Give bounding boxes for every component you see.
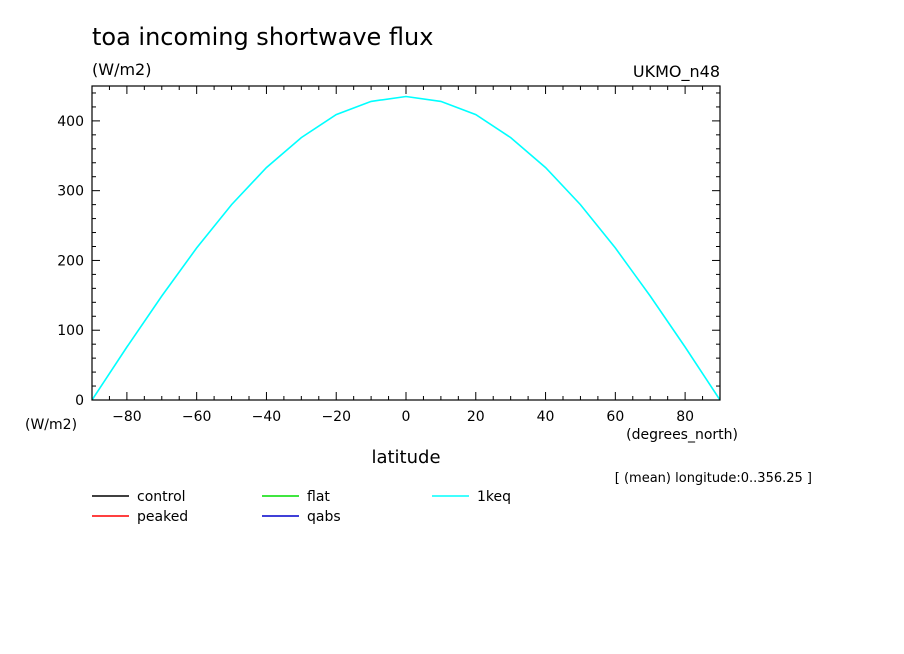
legend-label-control: control	[137, 489, 186, 505]
y-axis-units: (W/m2)	[25, 417, 77, 433]
y-tick-label: 400	[57, 114, 84, 130]
x-tick-label: 80	[676, 409, 694, 425]
x-axis-units: (degrees_north)	[626, 427, 738, 443]
legend-label-qabs: qabs	[307, 509, 341, 525]
averaging-note: [ (mean) longitude:0..356.25 ]	[615, 471, 812, 486]
legend-label-1keq: 1keq	[477, 489, 511, 505]
legend-label-flat: flat	[307, 489, 330, 505]
x-tick-label: 0	[402, 409, 411, 425]
series-lines	[91, 95, 721, 401]
axis-ticks: −80 −60 −40 −20 0 20 40 60 80 0 100 200 300 400	[57, 86, 721, 425]
y-tick-label: 0	[75, 393, 84, 409]
x-axis-label: latitude	[371, 447, 440, 468]
x-tick-label: −20	[321, 409, 351, 425]
series-line-1keq	[91, 95, 721, 401]
y-tick-label: 200	[57, 253, 84, 269]
legend-label-peaked: peaked	[137, 509, 188, 525]
x-tick-label: −60	[182, 409, 212, 425]
x-tick-label: 40	[537, 409, 555, 425]
y-tick-label: 100	[57, 323, 84, 339]
x-tick-label: −80	[112, 409, 142, 425]
y-tick-label: 300	[57, 184, 84, 200]
model-name: UKMO_n48	[633, 62, 720, 82]
chart-units: (W/m2)	[92, 60, 151, 79]
x-tick-label: 60	[606, 409, 624, 425]
plot-frame	[91, 85, 721, 401]
legend: control flat 1keq peaked qabs	[92, 489, 511, 525]
x-tick-label: −40	[252, 409, 282, 425]
x-tick-label: 20	[467, 409, 485, 425]
chart-title: toa incoming shortwave flux	[92, 23, 433, 51]
